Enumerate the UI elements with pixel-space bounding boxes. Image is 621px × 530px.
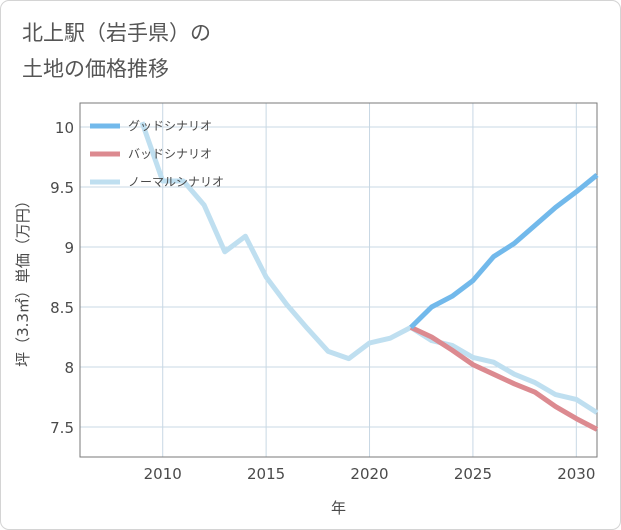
y-tick-label: 7.5 [50, 419, 74, 437]
legend-label: ノーマルシナリオ [128, 175, 224, 189]
x-tick-label: 2030 [557, 465, 595, 483]
x-tick-label: 2025 [454, 465, 492, 483]
y-tick-label: 8 [64, 359, 74, 377]
series-line-0 [409, 173, 599, 330]
x-tick-label: 2010 [144, 465, 182, 483]
y-tick-label: 8.5 [50, 299, 74, 317]
x-tick-label: 2015 [247, 465, 285, 483]
series-layer [139, 121, 599, 432]
series-line-2 [139, 121, 599, 415]
chart-title-line-2: 土地の価格推移 [22, 57, 169, 81]
plot-area [79, 102, 598, 458]
y-axis-label: 坪（3.3㎡）単価（万円） [14, 193, 32, 367]
x-axis-label: 年 [331, 499, 346, 517]
y-tick-label: 9 [64, 239, 74, 257]
legend-label: バッドシナリオ [128, 147, 212, 161]
legend-label: グッドシナリオ [128, 119, 212, 133]
legend-item-0: グッドシナリオ [90, 119, 212, 133]
chart-title-line-1: 北上駅（岩手県）の [22, 21, 211, 45]
y-tick-label: 10 [55, 119, 74, 137]
legend-item-1: バッドシナリオ [90, 147, 212, 161]
legend-item-2: ノーマルシナリオ [90, 175, 224, 189]
chart-title: 北上駅（岩手県）の 土地の価格推移 [22, 15, 211, 87]
tick-labels: 2010 2015 2020 2025 2030 7.5 8 8.5 9 9.5 10 [50, 119, 595, 483]
y-tick-label: 9.5 [50, 179, 74, 197]
x-tick-label: 2020 [350, 465, 388, 483]
series-line-1 [409, 325, 599, 432]
